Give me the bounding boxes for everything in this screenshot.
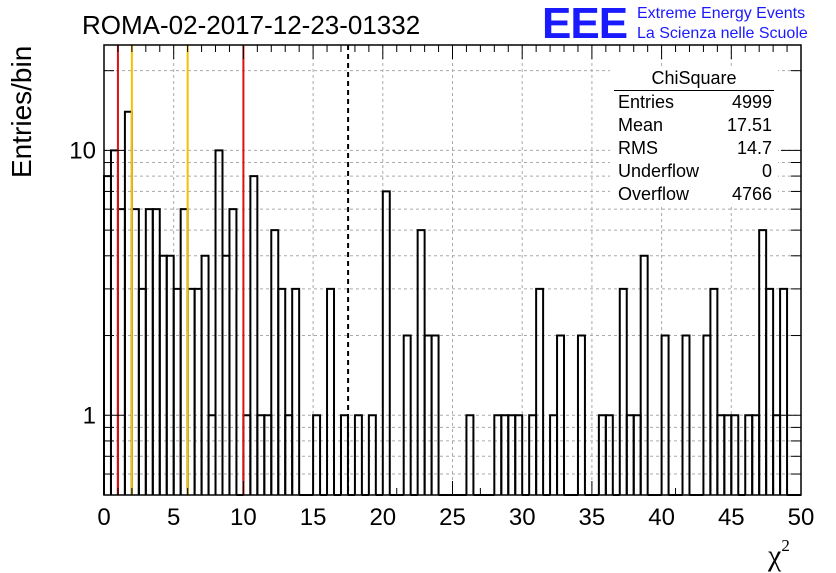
histogram-bin: [291, 287, 301, 495]
histogram-bin: [402, 334, 412, 495]
histogram-bin: [214, 149, 224, 495]
x-tick-label: 10: [230, 504, 257, 531]
histogram-bin: [709, 287, 719, 495]
histogram-bin: [179, 208, 189, 495]
stats-label: RMS: [618, 138, 658, 158]
histogram-bin: [109, 149, 119, 495]
histogram-bin: [228, 208, 238, 495]
histogram-bin: [165, 254, 175, 495]
stats-row-underflow: Underflow 0: [610, 160, 778, 183]
x-tick-label: 35: [579, 504, 606, 531]
histogram-bin: [639, 254, 649, 495]
histogram-bin: [339, 414, 349, 495]
histogram-bin: [576, 334, 586, 495]
x-tick-label: 5: [167, 504, 180, 531]
histogram-bin: [465, 414, 475, 495]
histogram-bin: [151, 208, 161, 495]
reference-lines: [116, 45, 350, 495]
grid: [104, 45, 801, 495]
stats-row-mean: Mean 17.51: [610, 114, 778, 137]
stats-value: 4766: [731, 184, 772, 204]
histogram-bin: [416, 229, 426, 495]
histogram-bin: [116, 208, 126, 495]
histogram-bin: [618, 287, 628, 495]
histogram-bin: [514, 414, 524, 495]
histogram-bin: [249, 175, 259, 495]
stats-box: ChiSquare Entries 4999 Mean 17.51 RMS 14…: [610, 66, 778, 206]
stats-row-overflow: Overflow 4766: [610, 183, 778, 206]
stats-row-entries: Entries 4999: [610, 91, 778, 114]
histogram-bin: [200, 254, 210, 495]
y-tick-label: 10: [69, 137, 96, 164]
histogram-bin: [430, 334, 440, 495]
x-tick-label: 50: [788, 504, 815, 531]
histogram-bin: [765, 287, 775, 495]
stats-label: Overflow: [618, 184, 690, 204]
histogram-bin: [604, 414, 614, 495]
x-axis-label-base: χ: [768, 539, 782, 572]
stats-label: Mean: [618, 115, 664, 135]
histogram-bin: [221, 254, 231, 495]
histogram-bin: [137, 287, 147, 495]
x-tick-label: 0: [97, 504, 110, 531]
histogram-bin: [381, 190, 391, 495]
histogram-bin: [123, 110, 133, 495]
x-axis-label-sup: 2: [781, 536, 790, 555]
histogram-bin: [158, 254, 168, 495]
tick-labels: 0 5 10 15 20 25 30 35 40 45 50 1 10: [69, 137, 814, 531]
histogram-bin: [326, 287, 336, 495]
histogram-bin: [660, 334, 670, 495]
eee-logo: EEE: [542, 0, 628, 48]
chart-title: ROMA-02-2017-12-23-01332: [82, 10, 421, 40]
x-tick-label: 15: [300, 504, 327, 531]
axes: [103, 44, 802, 496]
histogram-bin: [758, 229, 768, 495]
histogram-bin: [172, 287, 182, 495]
stats-label: Entries: [618, 92, 675, 112]
stats-row-rms: RMS 14.7: [610, 137, 778, 160]
stats-value: 17.51: [726, 115, 772, 135]
stats-value: 0: [761, 161, 772, 181]
histogram-bin: [535, 287, 545, 495]
histogram-bin: [779, 287, 789, 495]
histogram-bin: [681, 334, 691, 495]
histogram-bin: [130, 208, 140, 495]
logo-line-1: Extreme Energy Events: [637, 5, 806, 22]
stats-value: 14.7: [736, 138, 772, 158]
y-axis-label: Entries/bin: [6, 45, 37, 178]
histogram-bin: [367, 414, 377, 495]
histogram-bin: [144, 208, 154, 495]
x-tick-label: 30: [509, 504, 536, 531]
histogram-bin: [312, 414, 322, 495]
x-tick-label: 20: [369, 504, 396, 531]
histogram-bin: [270, 229, 280, 495]
histogram-bin: [556, 334, 566, 495]
stats-title: ChiSquare: [614, 66, 774, 91]
x-tick-label: 25: [439, 504, 466, 531]
histogram-bin: [186, 287, 196, 495]
histogram-bin: [730, 414, 740, 495]
stats-label: Underflow: [618, 161, 700, 181]
x-axis-label: χ2: [768, 536, 790, 573]
stats-value: 4999: [731, 92, 772, 112]
histogram-bin: [353, 414, 363, 495]
logo-line-2: La Scienza nelle Scuole: [637, 25, 808, 42]
x-tick-label: 45: [718, 504, 745, 531]
y-tick-label: 1: [83, 402, 96, 429]
histogram-bin: [193, 287, 203, 495]
x-tick-label: 40: [648, 504, 675, 531]
histogram-bin: [277, 287, 287, 495]
